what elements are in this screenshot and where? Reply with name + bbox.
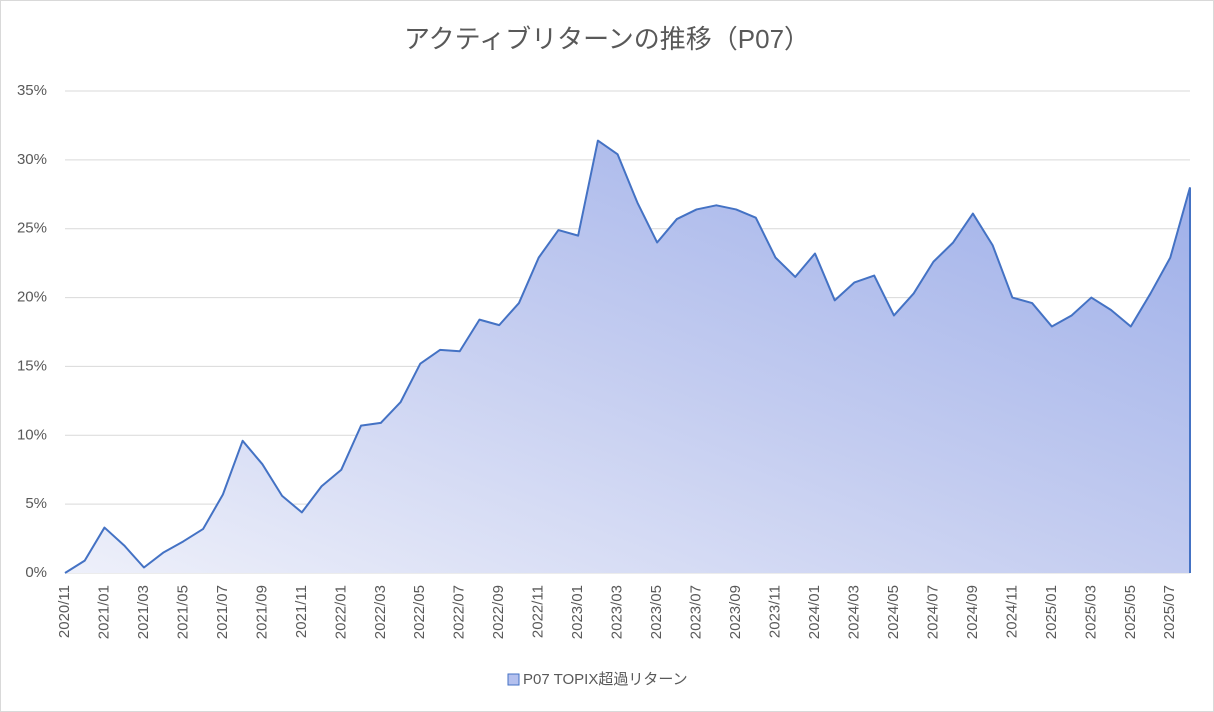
- x-tick-label: 2025/05: [1122, 585, 1139, 639]
- x-tick-label: 2021/05: [174, 585, 191, 639]
- x-tick-label: 2024/07: [924, 585, 941, 639]
- x-tick-label: 2021/09: [253, 585, 270, 639]
- x-tick-label: 2022/07: [451, 585, 468, 639]
- x-tick-label: 2025/07: [1161, 585, 1178, 639]
- x-tick-label: 2024/09: [964, 585, 981, 639]
- y-tick-label: 15%: [17, 357, 47, 374]
- x-tick-label: 2023/03: [609, 585, 626, 639]
- x-tick-label: 2022/11: [530, 585, 547, 638]
- x-tick-label: 2022/01: [332, 585, 349, 639]
- x-tick-label: 2021/11: [293, 585, 310, 638]
- y-tick-label: 25%: [17, 220, 47, 237]
- x-tick-label: 2021/03: [135, 585, 152, 639]
- x-tick-label: 2022/03: [372, 585, 389, 639]
- x-tick-label: 2020/11: [56, 585, 73, 638]
- y-tick-label: 0%: [25, 564, 47, 581]
- x-tick-label: 2023/09: [727, 585, 744, 639]
- x-tick-label: 2022/09: [490, 585, 507, 639]
- x-tick-label: 2025/03: [1082, 585, 1099, 639]
- x-tick-label: 2021/01: [95, 585, 112, 639]
- x-tick-label: 2024/03: [845, 585, 862, 639]
- y-tick-label: 35%: [17, 82, 47, 99]
- y-tick-label: 5%: [25, 495, 47, 512]
- x-tick-label: 2023/07: [688, 585, 705, 639]
- x-tick-label: 2021/07: [214, 585, 231, 639]
- x-tick-label: 2025/01: [1043, 585, 1060, 639]
- x-tick-label: 2023/05: [648, 585, 665, 639]
- area-fill: [65, 140, 1190, 573]
- area-line: [64, 139, 1191, 574]
- x-tick-label: 2024/05: [885, 585, 902, 639]
- x-tick-label: 2023/11: [766, 585, 783, 638]
- x-tick-label: 2022/05: [411, 585, 428, 639]
- legend-swatch: [507, 673, 520, 686]
- x-tick-label: 2024/01: [806, 585, 823, 639]
- y-tick-label: 20%: [17, 289, 47, 306]
- y-tick-label: 10%: [17, 426, 47, 443]
- x-tick-label: 2023/01: [569, 585, 586, 639]
- legend-label: P07 TOPIX超過リターン: [523, 671, 688, 688]
- x-tick-label: 2024/11: [1003, 585, 1020, 638]
- chart-title: アクティブリターンの推移（P07）: [404, 24, 810, 54]
- y-tick-label: 30%: [17, 151, 47, 168]
- legend-item: P07 TOPIX超過リターン: [507, 671, 688, 688]
